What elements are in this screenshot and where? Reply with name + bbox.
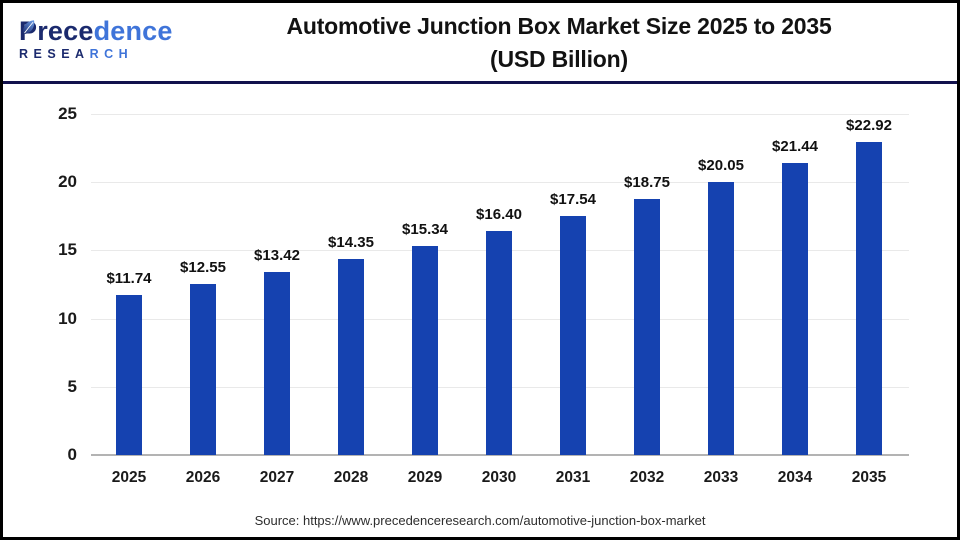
bar-value-label-2033: $20.05 — [698, 156, 744, 174]
bar-value-label-2032: $18.75 — [624, 174, 670, 192]
gridline-20 — [91, 182, 909, 184]
bar-value-label-2030: $16.40 — [476, 206, 522, 224]
logo-brand-part2: dence — [93, 16, 173, 46]
y-axis-tick-15: 15 — [58, 240, 77, 260]
logo-brand-text: Precedence — [19, 16, 172, 46]
bar-2031 — [560, 215, 586, 455]
bar-chart: 0 5 10 15 20 25 $11.74 2025 $12.55 2026 $13.42 2027… — [3, 81, 957, 511]
bar-2030 — [486, 231, 512, 455]
x-axis-line — [91, 454, 909, 456]
y-axis-tick-5: 5 — [67, 376, 77, 396]
bar-value-label-2035: $22.92 — [846, 117, 892, 135]
bar-2025 — [116, 294, 142, 455]
bar-value-label-2031: $17.54 — [550, 190, 596, 208]
x-axis-tick-2026: 2026 — [185, 469, 221, 486]
x-axis-tick-2028: 2028 — [333, 469, 369, 486]
y-axis-tick-0: 0 — [67, 445, 77, 464]
chart-title-line1: Automotive Junction Box Market Size 2025… — [286, 13, 832, 39]
x-axis-tick-2033: 2033 — [703, 469, 739, 486]
x-axis-tick-2029: 2029 — [407, 469, 443, 486]
bar-value-label-2034: $21.44 — [772, 137, 818, 155]
x-axis-tick-2027: 2027 — [259, 469, 295, 486]
bar-2034 — [782, 162, 808, 455]
y-axis-tick-25: 25 — [58, 104, 77, 123]
bar-2028 — [338, 259, 364, 455]
header: Precedence RESEARCH Automotive Junction … — [3, 3, 957, 84]
y-axis-tick-20: 20 — [58, 172, 77, 192]
bar-2029 — [412, 245, 438, 455]
bar-value-label-2028: $14.35 — [328, 234, 374, 252]
logo-subtitle: RESEARCH — [19, 47, 169, 61]
leaf-icon — [19, 10, 36, 35]
logo-subtitle-part2: RCH — [89, 47, 134, 61]
precedence-research-logo: Precedence RESEARCH — [19, 16, 172, 61]
bar-value-label-2029: $15.34 — [402, 220, 448, 238]
logo-subtitle-part1: RESEA — [19, 47, 90, 61]
bar-2026 — [190, 283, 216, 455]
bar-value-label-2026: $12.55 — [180, 258, 226, 276]
x-axis-tick-2025: 2025 — [111, 469, 147, 486]
gridline-25 — [91, 114, 909, 115]
x-axis-tick-2031: 2031 — [555, 469, 591, 486]
bar-2035 — [856, 142, 882, 455]
chart-title-line2: (USD Billion) — [490, 46, 628, 72]
x-axis-tick-2030: 2030 — [481, 469, 517, 486]
x-axis-tick-2035: 2035 — [851, 469, 887, 486]
bar-2027 — [264, 271, 290, 455]
x-axis-tick-2032: 2032 — [629, 469, 665, 486]
bar-value-label-2027: $13.42 — [254, 246, 300, 264]
bar-2032 — [634, 199, 660, 455]
chart-title: Automotive Junction Box Market Size 2025… — [163, 10, 955, 76]
source-note: Source: https://www.precedenceresearch.c… — [254, 513, 706, 528]
x-axis-tick-2034: 2034 — [777, 469, 813, 486]
bar-2033 — [708, 181, 734, 455]
bar-value-label-2025: $11.74 — [106, 269, 152, 287]
y-axis-tick-10: 10 — [58, 308, 77, 328]
